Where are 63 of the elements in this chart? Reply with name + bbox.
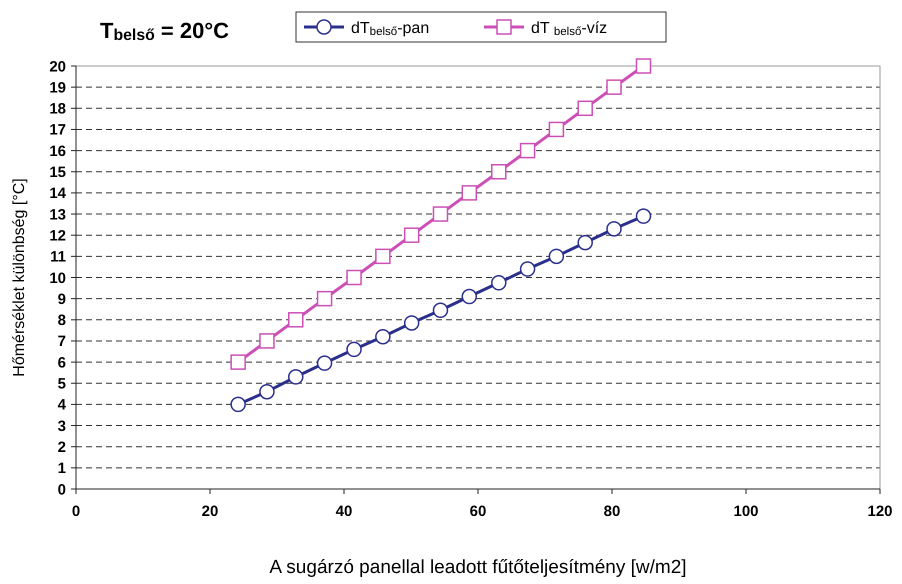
point [230, 396, 246, 412]
point [548, 122, 564, 138]
point [346, 342, 362, 358]
y-tick-label: 6 [58, 354, 66, 372]
point [288, 312, 304, 328]
point [636, 208, 652, 224]
x-tick-label: 100 [733, 503, 759, 520]
y-tick-label: 15 [49, 164, 66, 181]
y-axis-title: Hőmérséklet különbség [°C] [11, 178, 28, 377]
x-tick-label: 40 [336, 503, 352, 520]
point [548, 248, 564, 264]
point [346, 270, 362, 286]
y-tick-label: 7 [58, 333, 66, 350]
point [432, 206, 448, 222]
point [491, 164, 507, 180]
point [462, 185, 478, 201]
y-tick-label: 13 [49, 206, 66, 224]
y-tick-label: 16 [49, 142, 66, 160]
y-tick-label: 1 [58, 460, 66, 478]
legend-label: dT $_{belső}$-víz [531, 20, 608, 38]
y-tick-label: 18 [49, 100, 66, 118]
point [230, 354, 246, 370]
point [491, 275, 507, 291]
point [432, 302, 448, 318]
y-tick-label: 5 [58, 376, 66, 392]
y-tick-label: 20 [49, 58, 66, 76]
point [606, 221, 622, 237]
point [404, 315, 420, 331]
chart-title: T$_{belső}$ = 20°C [100, 18, 230, 44]
legend-label: dT$_{belső}$-pan [351, 20, 430, 38]
point [577, 100, 593, 116]
y-tick-label: 10 [49, 270, 66, 287]
y-tick-label: 4 [58, 396, 67, 414]
point [316, 355, 332, 371]
point [520, 261, 536, 277]
y-tick-label: 8 [58, 312, 66, 330]
point [606, 79, 622, 95]
y-tick-label: 2 [58, 438, 66, 456]
y-tick-label: 17 [49, 122, 66, 139]
x-tick-label: 20 [202, 503, 218, 520]
y-tick-label: 11 [50, 248, 66, 266]
x-tick-label: 60 [470, 503, 486, 520]
point [375, 328, 391, 344]
point [259, 384, 275, 400]
point [316, 290, 332, 306]
point [462, 288, 478, 304]
x-tick-label: 120 [867, 503, 893, 520]
point [636, 58, 652, 74]
point [259, 333, 275, 349]
y-tick-label: 0 [58, 481, 66, 498]
y-tick-label: 9 [58, 290, 66, 308]
point [288, 369, 304, 385]
y-tick-label: 12 [49, 227, 66, 244]
x-tick-label: 0 [72, 503, 80, 520]
point [520, 142, 536, 158]
point [577, 234, 593, 250]
y-tick-label: 14 [49, 185, 67, 202]
point [375, 248, 391, 264]
y-tick-label: 19 [49, 79, 66, 96]
y-tick-label: 3 [58, 418, 66, 435]
x-axis-title: A sugárzó panellal leadott fűtőteljesítmény [w/m2] [269, 557, 687, 578]
x-tick-label: 80 [604, 503, 620, 520]
point [404, 227, 420, 243]
